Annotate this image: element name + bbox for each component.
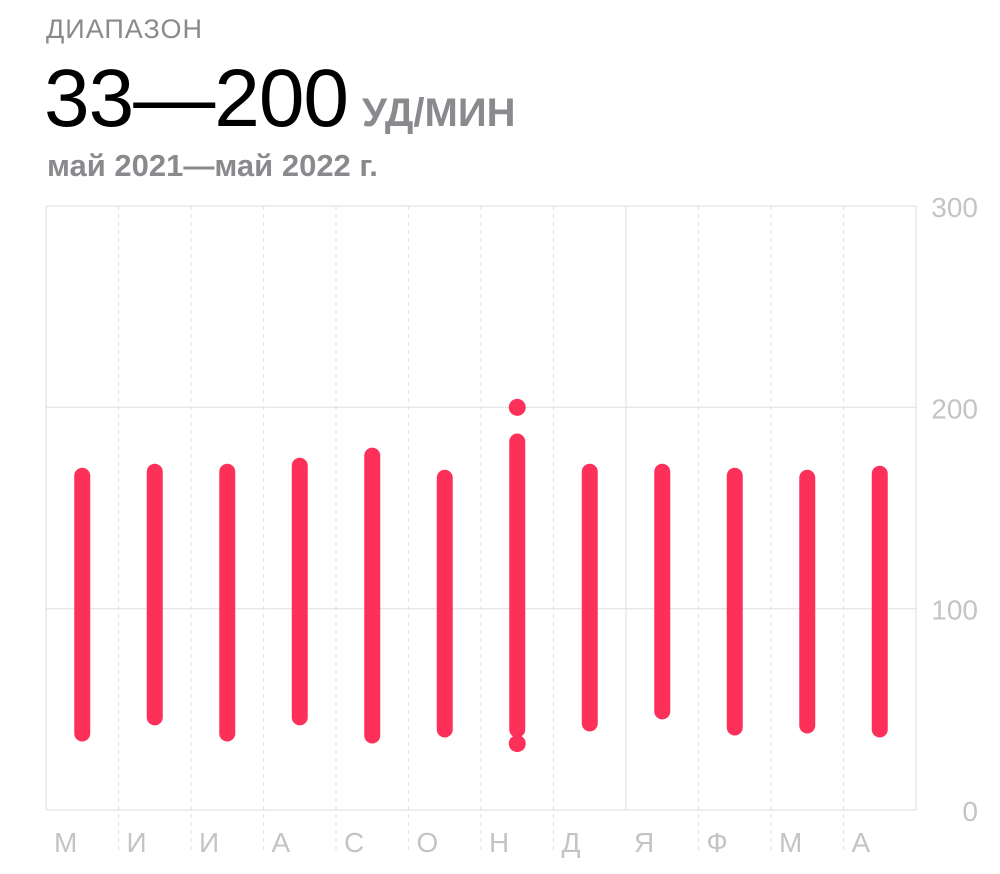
x-tick-label: И: [199, 827, 219, 858]
x-tick-label: М: [779, 827, 802, 858]
outlier-point: [508, 735, 526, 753]
x-tick-label: А: [852, 827, 871, 858]
range-value: 33—200: [44, 53, 349, 144]
range-summary: 33—200 УД/МИН: [44, 52, 515, 146]
x-tick-label: Н: [489, 827, 509, 858]
y-tick-label: 200: [931, 393, 978, 424]
x-tick-label: О: [417, 827, 439, 858]
x-tick-label: А: [272, 827, 291, 858]
x-tick-label: Я: [634, 827, 654, 858]
y-tick-label: 100: [931, 595, 978, 626]
x-tick-label: Д: [562, 827, 581, 858]
x-tick-label: С: [344, 827, 364, 858]
date-period: май 2021—май 2022 г.: [47, 148, 378, 183]
outlier-point: [508, 398, 526, 416]
range-unit: УД/МИН: [362, 91, 516, 135]
y-tick-label: 0: [962, 796, 978, 827]
y-tick-label: 300: [931, 192, 978, 223]
x-tick-label: Ф: [707, 827, 728, 858]
x-tick-label: И: [127, 827, 147, 858]
metric-label: ДИАПАЗОН: [46, 14, 204, 44]
x-tick-label: М: [54, 827, 77, 858]
